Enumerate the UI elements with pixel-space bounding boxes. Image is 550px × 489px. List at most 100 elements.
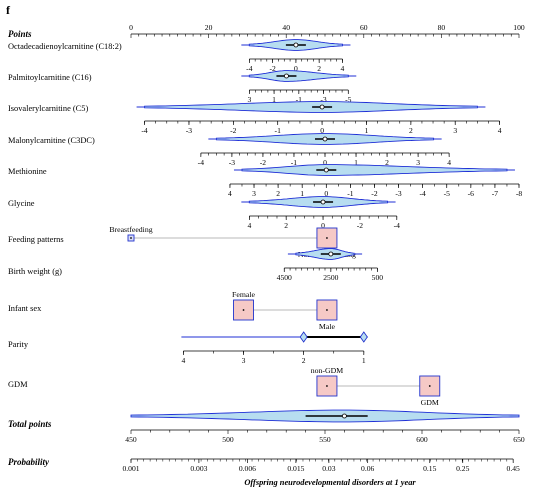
probability-title: Probability — [8, 457, 50, 467]
row-axis-tick-label: -4 — [141, 126, 148, 135]
row-axis-tick-label: 4 — [341, 64, 345, 73]
row-axis-tick-label: -2 — [260, 158, 267, 167]
row-axis-tick-label: 0 — [294, 64, 298, 73]
row-axis-tick-label: -3 — [320, 95, 327, 104]
points-axis-title: Points — [8, 29, 32, 39]
row-4: Malonylcarnitine (C3DC) -4 -3 -2 -1 0 1 2 3 4 — [8, 133, 451, 167]
row-2: Palmitoylcarnitine (C16) 3 1 -1 -3 -5 — [8, 70, 357, 104]
row-axis-tick-label: -1 — [347, 189, 354, 198]
category-label: Female — [232, 290, 255, 299]
points-axis-tick-label: 20 — [205, 23, 213, 32]
row-axis-tick-label: 2 — [276, 189, 280, 198]
row-axis-tick-label: 4 — [498, 126, 502, 135]
row-8: Birth weight (g) 4500 2500 500 — [8, 248, 384, 282]
row-label: Octadecadienoylcarnitine (C18:2) — [8, 42, 122, 51]
category-center-dot — [130, 237, 132, 239]
row-axis-tick-label: -1 — [291, 158, 298, 167]
row-axis-tick-label: 1 — [362, 356, 366, 365]
probability-axis-tick-label: 0.006 — [239, 464, 256, 473]
row-axis-tick-label: -2 — [230, 126, 237, 135]
row-axis-tick-label: 0 — [323, 158, 327, 167]
points-axis-tick-label: 60 — [360, 23, 368, 32]
row-axis-tick-label: -6 — [468, 189, 475, 198]
total-axis-tick-label: 650 — [513, 435, 525, 444]
row-violin — [144, 101, 478, 113]
row-axis-tick-label: 0 — [320, 126, 324, 135]
row-axis-tick-label: -3 — [395, 189, 402, 198]
row-axis-tick-label: 3 — [247, 95, 251, 104]
row-axis-tick-label: 4 — [228, 189, 232, 198]
row-violin — [241, 164, 508, 176]
total-axis-tick-label: 450 — [125, 435, 137, 444]
row-10: Parity 4 3 2 1 — [8, 331, 368, 365]
total-axis-tick-label: 550 — [319, 435, 331, 444]
row-9: Infant sex Female Male — [8, 290, 338, 331]
row-median-point — [322, 136, 328, 142]
row-axis-tick-label: 500 — [372, 273, 384, 282]
row-label: Parity — [8, 340, 29, 349]
row-axis-tick-label: 0 — [324, 189, 328, 198]
total-points-title: Total points — [8, 419, 52, 429]
category-center-dot — [428, 385, 431, 387]
row-6: Glycine 4 2 0 -2 -4 — [8, 196, 401, 230]
points-axis: Points 0 20 40 60 80 100 — [8, 23, 525, 39]
row-axis-tick-label: 4 — [181, 356, 185, 365]
row-axis-tick-label: 1 — [365, 126, 369, 135]
category-label: non-GDM — [311, 366, 344, 375]
row-axis-tick-label: 4 — [247, 221, 251, 230]
row-axis-tick-label: -2 — [269, 64, 276, 73]
row-axis-tick-label: -5 — [444, 189, 451, 198]
row-axis-tick-label: 4 — [447, 158, 451, 167]
probability-axis-tick-label: 0.015 — [287, 464, 304, 473]
row-label: GDM — [8, 380, 28, 389]
row-median-point — [320, 199, 326, 205]
probability-axis-tick-label: 0.45 — [507, 464, 520, 473]
row-label: Methionine — [8, 167, 47, 176]
row-median-point — [293, 42, 299, 48]
row-label: Birth weight (g) — [8, 267, 62, 276]
row-violin — [248, 70, 349, 82]
probability-axis-tick-label: 0.15 — [423, 464, 436, 473]
row-axis-tick-label: -7 — [492, 189, 499, 198]
row-axis-tick-label: -5 — [345, 95, 352, 104]
probability-axis-tick-label: 0.001 — [122, 464, 139, 473]
row-axis-tick-label: -3 — [186, 126, 193, 135]
row-diamond-marker — [359, 331, 368, 343]
row-axis-tick-label: -4 — [198, 158, 205, 167]
row-axis-tick-label: -8 — [516, 189, 523, 198]
row-axis-tick-label: -2 — [357, 221, 364, 230]
row-axis-tick-label: 4500 — [277, 273, 292, 282]
total-median-point — [341, 413, 347, 419]
probability-axis-tick-label: 0.25 — [456, 464, 469, 473]
row-axis-tick-label: 3 — [242, 356, 246, 365]
row-label: Infant sex — [8, 304, 42, 313]
row-axis-tick-label: -4 — [394, 221, 401, 230]
probability-axis-tick-label: 0.06 — [361, 464, 374, 473]
row-axis-tick-label: 2 — [385, 158, 389, 167]
row-median-point — [284, 73, 289, 79]
row-5: Methionine 4 3 2 1 0 -1 -2 -3 -4 -5 -6 -7 -8 — [8, 164, 523, 198]
category-label: Breastfeeding — [109, 225, 152, 234]
row-median-point — [328, 251, 334, 257]
row-axis-tick-label: 2 — [409, 126, 413, 135]
total-axis-tick-label: 500 — [222, 435, 234, 444]
total-axis-tick-label: 600 — [416, 435, 428, 444]
row-axis-tick-label: 2 — [302, 356, 306, 365]
category-center-dot — [326, 237, 328, 239]
category-center-dot — [326, 309, 328, 311]
row-label: Malonylcarnitine (C3DC) — [8, 136, 95, 145]
points-axis-tick-label: 80 — [438, 23, 446, 32]
row-axis-tick-label: -1 — [275, 126, 282, 135]
row-axis-tick-label: 2500 — [323, 273, 338, 282]
row-axis-tick-label: 2 — [284, 221, 288, 230]
points-axis-tick-label: 100 — [513, 23, 525, 32]
row-3: Isovalerylcarnitine (C5) -4 -3 -2 -1 0 1 2 3 4 — [8, 101, 502, 135]
row-axis-tick-label: -4 — [246, 64, 253, 73]
row-axis-tick-label: -4 — [419, 189, 426, 198]
predictor-rows: Octadecadienoylcarnitine (C18:2)-4 -2 0 2 4P… — [8, 39, 523, 407]
probability-axis-tick-label: 0.03 — [322, 464, 335, 473]
row-11: GDM non-GDM GDM — [8, 366, 441, 407]
row-axis-tick-label: 0 — [321, 221, 325, 230]
row-label: Feeding patterns — [8, 235, 64, 244]
row-median-point — [323, 167, 329, 173]
